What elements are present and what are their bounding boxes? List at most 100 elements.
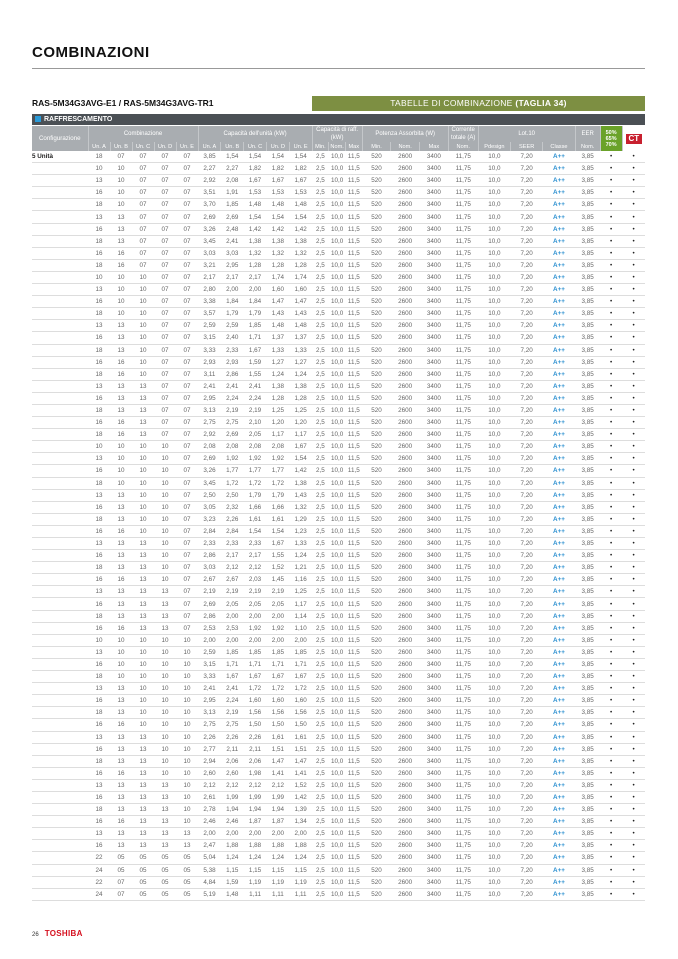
table-cell: 1,85 xyxy=(220,646,244,659)
table-cell: 7,20 xyxy=(510,851,543,865)
table-cell: 11,75 xyxy=(448,392,479,405)
table-cell: 13 xyxy=(176,839,199,853)
table-cell: 1,42 xyxy=(289,464,313,478)
table-cell: 1,99 xyxy=(220,791,244,805)
banner-size: (TAGLIA 34) xyxy=(515,98,567,108)
table-cell: 10 xyxy=(154,525,176,539)
table-cell: 2600 xyxy=(390,827,420,841)
table-cell: 07 xyxy=(154,392,176,405)
table-cell: 11,5 xyxy=(345,416,363,430)
table-cell: 520 xyxy=(362,404,391,418)
table-cell: 3,85 xyxy=(575,718,601,732)
table-cell: 1,43 xyxy=(289,489,313,502)
table-cell: 3,85 xyxy=(198,151,221,164)
table-cell: 3,85 xyxy=(575,513,601,526)
table-cell: 520 xyxy=(362,344,391,357)
table-cell: • xyxy=(622,682,646,696)
table-cell: 1,17 xyxy=(266,428,290,442)
table-cell: • xyxy=(622,380,646,393)
table-cell: 3400 xyxy=(419,622,449,635)
table-cell: 520 xyxy=(362,452,391,466)
table-cell: A++ xyxy=(542,561,576,575)
table-cell: 3400 xyxy=(419,380,449,393)
table-cell: 2600 xyxy=(390,151,420,164)
table-cell: 3400 xyxy=(419,549,449,563)
table-cell: • xyxy=(600,851,623,865)
table-cell: 1,43 xyxy=(266,307,290,321)
config-cell xyxy=(32,368,88,381)
table-cell: 1,88 xyxy=(243,839,267,853)
table-cell: 1,47 xyxy=(266,295,290,309)
table-cell: A++ xyxy=(542,380,576,393)
table-row: 16 13 13 07 07 2,95 2,24 2,24 1,28 1,28 2,5 10,0 11,… xyxy=(32,392,646,405)
table-cell: 07 xyxy=(176,210,199,224)
table-cell: 3400 xyxy=(419,537,449,551)
table-cell: • xyxy=(622,634,646,647)
table-cell: • xyxy=(600,803,623,817)
table-cell: 10,0 xyxy=(478,368,511,381)
table-cell: 2,12 xyxy=(266,779,290,792)
table-cell: 1,28 xyxy=(266,392,290,405)
table-cell: 10 xyxy=(110,186,132,200)
table-cell: 11,75 xyxy=(448,743,479,756)
table-cell: 10,0 xyxy=(328,646,346,659)
table-cell: 10,0 xyxy=(328,585,346,599)
table-cell: 1,60 xyxy=(266,694,290,708)
table-row: 16 16 07 07 07 3,03 3,03 1,32 1,32 1,32 2,5 10,0 11,… xyxy=(32,247,646,260)
table-cell: 2,75 xyxy=(198,718,221,732)
table-cell: 10,0 xyxy=(478,235,511,248)
table-cell: 13 xyxy=(88,283,110,297)
table-cell: A++ xyxy=(542,464,576,478)
table-cell: 11,5 xyxy=(345,368,363,381)
table-cell: • xyxy=(600,718,623,732)
table-cell: 2600 xyxy=(390,839,420,853)
table-cell: 1,82 xyxy=(266,162,290,176)
table-cell: 11,75 xyxy=(448,682,479,696)
table-cell: 10,0 xyxy=(478,767,511,780)
table-cell: 11,75 xyxy=(448,368,479,381)
table-cell: 16 xyxy=(88,356,110,369)
table-cell: • xyxy=(600,501,623,514)
table-cell: 11,5 xyxy=(345,489,363,502)
table-cell: 13 xyxy=(88,210,110,224)
table-cell: 2,5 xyxy=(312,585,329,599)
table-cell: • xyxy=(600,585,623,599)
table-cell: 10 xyxy=(176,803,199,817)
table-cell: 7,20 xyxy=(510,295,543,309)
table-cell: 11,75 xyxy=(448,259,479,272)
table-cell: 3,85 xyxy=(575,864,601,877)
config-cell xyxy=(32,622,88,635)
table-row: 18 16 07 07 07 3,21 2,95 1,28 1,28 1,28 2,5 10,0 11,… xyxy=(32,259,646,272)
table-cell: • xyxy=(622,186,646,200)
table-cell: 11,5 xyxy=(345,864,363,877)
table-cell: 2,5 xyxy=(312,283,329,297)
table-cell: • xyxy=(622,706,646,720)
table-cell: 2,00 xyxy=(243,634,267,647)
table-cell: 11,5 xyxy=(345,839,363,853)
table-cell: 3,85 xyxy=(575,223,601,236)
table-cell: 1,92 xyxy=(243,452,267,466)
table-cell: 10 xyxy=(110,295,132,309)
table-cell: 11,5 xyxy=(345,803,363,817)
table-cell: 520 xyxy=(362,876,391,889)
table-cell: 10,0 xyxy=(328,827,346,841)
config-cell xyxy=(32,247,88,260)
table-cell: 10,0 xyxy=(328,622,346,635)
table-cell: 1,92 xyxy=(220,452,244,466)
table-row: 16 13 13 13 13 2,47 1,88 1,88 1,88 1,88 2,5 10,0 11,… xyxy=(32,839,646,853)
table-cell: 10,0 xyxy=(328,658,346,672)
table-cell: 11,5 xyxy=(345,174,363,188)
table-cell: 2600 xyxy=(390,477,420,490)
table-cell: 3400 xyxy=(419,743,449,756)
table-cell: 2,5 xyxy=(312,525,329,539)
table-cell: 2,80 xyxy=(198,283,221,297)
table-cell: 13 xyxy=(132,585,154,599)
table-cell: 10,0 xyxy=(328,464,346,478)
table-cell: 520 xyxy=(362,356,391,369)
table-cell: 10,0 xyxy=(328,392,346,405)
subheader-cell: Un. A xyxy=(197,142,221,151)
table-cell: 1,67 xyxy=(243,174,267,188)
config-cell xyxy=(32,573,88,587)
table-cell: 7,20 xyxy=(510,513,543,526)
table-cell: 11,75 xyxy=(448,235,479,248)
